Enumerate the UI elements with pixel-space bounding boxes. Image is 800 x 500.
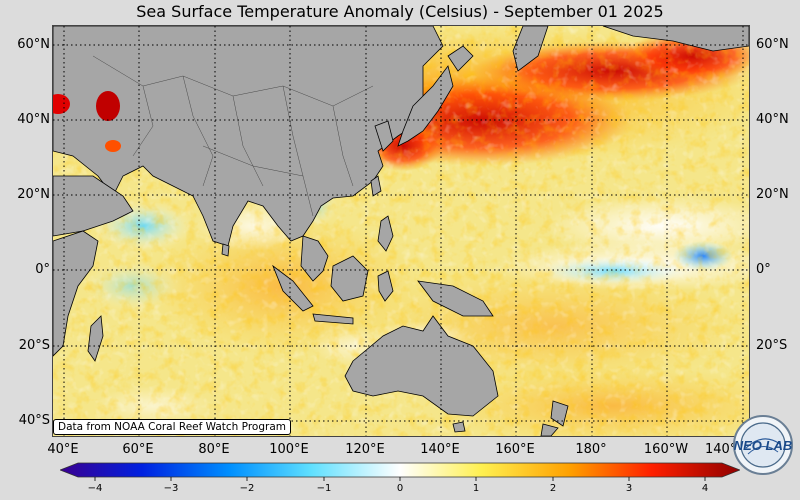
lat-label-right-20n: 20°N bbox=[756, 187, 789, 202]
lon-label-160w: 160°W bbox=[643, 442, 689, 457]
lon-label-100e: 100°E bbox=[269, 442, 309, 457]
lon-label-120e: 120°E bbox=[345, 442, 385, 457]
lon-label-40e: 40°E bbox=[47, 442, 79, 457]
colorbar-tick-neg1: −1 bbox=[316, 483, 332, 494]
lat-label-right-40n: 40°N bbox=[756, 112, 789, 127]
colorbar-tick-1: 1 bbox=[472, 483, 480, 494]
lon-label-140e: 140°E bbox=[420, 442, 460, 457]
lon-label-80e: 80°E bbox=[198, 442, 230, 457]
colorbar-tick-3: 3 bbox=[625, 483, 633, 494]
lat-label-40n: 40°N bbox=[17, 112, 50, 127]
graticule bbox=[53, 26, 749, 436]
lat-label-right-20s: 20°S bbox=[756, 338, 788, 353]
lat-label-0: 0° bbox=[35, 262, 50, 277]
colorbar: −4 −3 −2 −1 0 1 2 3 4 bbox=[58, 461, 742, 497]
colorbar-tick-0: 0 bbox=[396, 483, 404, 494]
lon-label-160e: 160°E bbox=[495, 442, 535, 457]
country-borders bbox=[92, 55, 374, 217]
lat-label-60n: 60°N bbox=[17, 37, 50, 52]
sst-anomaly-map bbox=[52, 25, 750, 437]
colorbar-tick-neg2: −2 bbox=[239, 483, 255, 494]
land-masses bbox=[53, 26, 749, 436]
logo-text: NEO LAB bbox=[734, 438, 793, 453]
lon-label-140w: 140°W bbox=[705, 442, 735, 457]
colorbar-tick-neg4: −4 bbox=[87, 483, 103, 494]
data-credit: Data from NOAA Coral Reef Watch Program bbox=[53, 419, 291, 435]
lat-label-20n: 20°N bbox=[17, 187, 50, 202]
colorbar-tick-2: 2 bbox=[549, 483, 557, 494]
colorbar-tick-neg3: −3 bbox=[163, 483, 179, 494]
neo-lab-logo[interactable]: NEO LAB bbox=[732, 414, 794, 476]
lat-label-40s: 40°S bbox=[18, 413, 50, 428]
lon-label-60e: 60°E bbox=[122, 442, 154, 457]
lat-label-right-60n: 60°N bbox=[756, 37, 789, 52]
lon-label-180: 180° bbox=[575, 442, 607, 457]
colorbar-tick-4: 4 bbox=[701, 483, 709, 494]
map-title: Sea Surface Temperature Anomaly (Celsius… bbox=[136, 2, 664, 21]
lat-label-20s: 20°S bbox=[18, 338, 50, 353]
lat-label-right-0: 0° bbox=[756, 262, 771, 277]
